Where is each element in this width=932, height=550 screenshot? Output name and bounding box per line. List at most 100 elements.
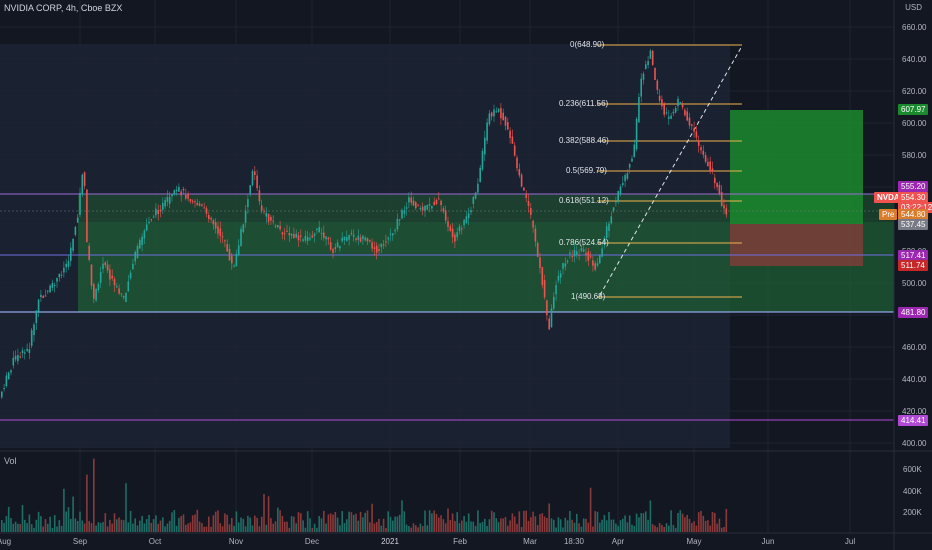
volume-bar [658, 522, 661, 532]
volume-bar [716, 523, 718, 532]
volume-bar [633, 525, 636, 532]
candle-body [587, 251, 590, 261]
volume-bar [283, 521, 286, 532]
volume-bar [725, 508, 728, 532]
volume-bar [550, 518, 553, 532]
volume-bar [348, 511, 350, 532]
volume-bar [323, 510, 325, 532]
fib-label: 0.382(588.46) [559, 136, 609, 145]
volume-bar [1, 520, 3, 532]
candle-body [60, 274, 63, 276]
candle-body [661, 99, 663, 107]
volume-bar [378, 518, 380, 532]
volume-bar [359, 511, 362, 532]
candle-body [86, 189, 88, 243]
position-profit-zone[interactable] [730, 110, 863, 224]
volume-bar [674, 527, 677, 532]
candle-body [143, 230, 146, 239]
volume-bar [141, 515, 143, 532]
volume-bar [12, 523, 15, 532]
volume-bar [263, 493, 265, 532]
volume-bar [553, 519, 555, 532]
volume-bar [382, 518, 385, 532]
volume-bar [44, 519, 47, 532]
currency-label[interactable]: USD [905, 3, 922, 12]
volume-bar [417, 527, 419, 532]
volume-bar [210, 526, 212, 532]
volume-bar [125, 483, 127, 532]
volume-bars [1, 458, 728, 532]
volume-bar [594, 511, 596, 532]
symbol-title[interactable]: NVIDIA CORP, 4h, Cboe BZX [4, 3, 123, 13]
volume-bar [260, 516, 263, 532]
candle-body [313, 233, 316, 236]
candle-body [702, 150, 705, 155]
candlestick-series [1, 48, 728, 399]
candle-body [148, 221, 150, 224]
volume-bar [120, 519, 123, 532]
candle-body [649, 50, 652, 59]
time-tick: Jun [761, 537, 775, 546]
candle-body [332, 248, 334, 253]
candle-body [224, 240, 226, 242]
volume-bar [688, 518, 691, 532]
candle-body [104, 262, 107, 266]
fib-retracement[interactable] [597, 44, 743, 298]
volume-bar [341, 511, 343, 532]
candle-body [173, 190, 176, 194]
candle-body [90, 264, 93, 286]
candle-body [440, 200, 442, 206]
candle-body [543, 280, 546, 298]
candle-body [615, 201, 617, 203]
candle-body [352, 234, 355, 237]
position-loss-zone[interactable] [730, 224, 863, 266]
candle-body [343, 236, 346, 241]
volume-bar [656, 527, 659, 532]
candle-body [456, 232, 458, 238]
candle-body [237, 245, 240, 255]
volume-bar [385, 527, 387, 532]
volume-bar [364, 512, 366, 532]
volume-bar [143, 523, 146, 532]
candle-body [28, 349, 31, 354]
candle-body [635, 119, 638, 150]
candle-body [283, 233, 286, 235]
volume-bar [562, 527, 564, 532]
candle-body [56, 278, 58, 282]
candle-body [171, 193, 173, 197]
candle-body [520, 174, 523, 187]
candle-body [58, 273, 61, 278]
volume-bar [336, 517, 339, 532]
volume-bar [408, 526, 410, 532]
pre-market-label: Pre [879, 209, 898, 220]
volume-bar [677, 512, 679, 532]
volume-bar [387, 511, 389, 532]
volume-bar [500, 518, 502, 532]
candle-body [49, 285, 51, 293]
fib-label: 0.786(524.54) [559, 238, 609, 247]
volume-bar [410, 527, 412, 532]
candle-body [81, 174, 84, 195]
candle-body [640, 78, 642, 97]
volume-bar [37, 511, 40, 532]
price-tick: 580.00 [902, 151, 927, 160]
volume-bar [421, 525, 424, 532]
volume-bar [599, 522, 601, 532]
volume-bar [638, 517, 640, 532]
volume-bar [474, 525, 477, 532]
candle-body [316, 228, 318, 231]
volume-bar [327, 514, 330, 532]
candle-body [168, 196, 171, 204]
volume-bar [635, 513, 638, 532]
candle-body [329, 242, 332, 250]
volume-bar [451, 513, 454, 532]
volume-bar [631, 524, 633, 532]
candle-body [30, 330, 33, 346]
volume-bar [700, 510, 702, 532]
volume-label[interactable]: Vol [4, 456, 17, 466]
low-zone-price-tag: 481.80 [898, 307, 929, 318]
volume-bar [557, 517, 560, 532]
candle-body [42, 295, 44, 298]
candle-body [40, 294, 42, 298]
